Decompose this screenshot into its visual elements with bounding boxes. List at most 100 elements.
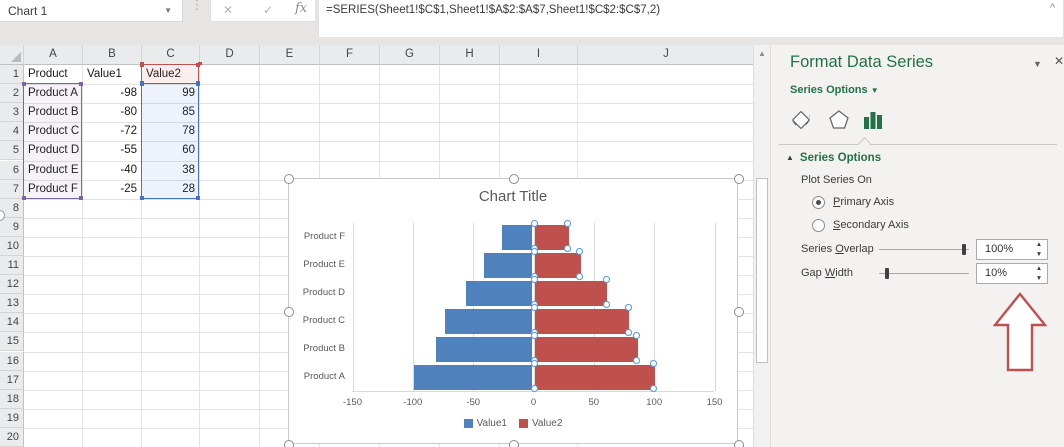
- data-point-handle[interactable]: [633, 357, 641, 364]
- cell[interactable]: Value2: [146, 68, 181, 80]
- cell[interactable]: Product B: [28, 106, 79, 119]
- fill-handle[interactable]: [79, 82, 83, 87]
- formula-bar-drag-handle[interactable]: ⋮: [190, 0, 204, 12]
- row-header-2[interactable]: 2: [0, 84, 24, 104]
- column-header-C[interactable]: C: [142, 45, 200, 65]
- data-point-handle[interactable]: [530, 304, 538, 311]
- spin-up-icon[interactable]: ▲: [1035, 265, 1043, 272]
- fill-handle[interactable]: [140, 82, 144, 87]
- series-overlap-slider[interactable]: [879, 249, 969, 250]
- row-header-4[interactable]: 4: [0, 122, 24, 142]
- row-header-18[interactable]: 18: [0, 389, 24, 409]
- cell[interactable]: -80: [120, 106, 137, 119]
- cell[interactable]: Product: [28, 68, 68, 80]
- collapse-formula-bar-icon[interactable]: ^: [1049, 2, 1055, 14]
- column-header-F[interactable]: F: [320, 45, 380, 65]
- cell[interactable]: Product A: [28, 87, 78, 100]
- row-header-11[interactable]: 11: [0, 256, 24, 276]
- cancel-icon[interactable]: ✕: [223, 3, 234, 17]
- scrollbar-thumb[interactable]: [756, 178, 768, 363]
- series-options-section-header[interactable]: ▲ Series Options: [786, 152, 882, 164]
- cell[interactable]: 38: [182, 163, 195, 176]
- cell[interactable]: -72: [120, 125, 137, 138]
- data-point-handle[interactable]: [564, 245, 572, 252]
- bar-value1-Product C[interactable]: [445, 308, 532, 334]
- data-point-handle[interactable]: [633, 332, 641, 339]
- row-header-19[interactable]: 19: [0, 408, 24, 428]
- fill-handle[interactable]: [22, 82, 26, 87]
- chart-legend[interactable]: Value1 Value2: [289, 418, 737, 429]
- legend-item-value1[interactable]: Value1: [463, 418, 507, 429]
- fill-handle[interactable]: [140, 195, 144, 200]
- row-header-7[interactable]: 7: [0, 179, 24, 199]
- row-header-12[interactable]: 12: [0, 275, 24, 295]
- cell[interactable]: 99: [182, 87, 195, 100]
- data-point-handle[interactable]: [530, 332, 538, 339]
- values-range-C2-C7[interactable]: [140, 82, 200, 200]
- fill-handle[interactable]: [79, 195, 83, 200]
- vertical-scrollbar[interactable]: ▲: [753, 45, 770, 447]
- row-header-10[interactable]: 10: [0, 236, 24, 256]
- row-header-9[interactable]: 9: [0, 217, 24, 237]
- bar-value1-Product E[interactable]: [483, 252, 532, 278]
- data-point-handle[interactable]: [530, 220, 538, 227]
- column-header-E[interactable]: E: [260, 45, 320, 65]
- name-box-dropdown-icon[interactable]: ▼: [164, 6, 172, 15]
- data-point-handle[interactable]: [530, 248, 538, 255]
- data-point-handle[interactable]: [576, 248, 584, 255]
- series-overlap-value[interactable]: 100%: [985, 243, 1014, 255]
- spin-up-icon[interactable]: ▲: [1035, 241, 1043, 248]
- data-point-handle[interactable]: [530, 385, 538, 392]
- data-point-handle[interactable]: [602, 276, 610, 283]
- pane-dropdown-icon[interactable]: ▼: [1033, 59, 1042, 69]
- formula-bar[interactable]: =SERIES(Sheet1!$C$1,Sheet1!$A$2:$A$7,She…: [318, 0, 1064, 38]
- bar-value2-Product C[interactable]: [535, 308, 630, 334]
- spin-down-icon[interactable]: ▼: [1035, 250, 1043, 258]
- fill-line-tab-icon[interactable]: [790, 107, 816, 133]
- column-header-G[interactable]: G: [380, 45, 440, 65]
- cell[interactable]: Product E: [28, 163, 79, 176]
- row-header-14[interactable]: 14: [0, 313, 24, 333]
- bar-value2-Product A[interactable]: [535, 364, 655, 390]
- cell[interactable]: 85: [182, 106, 195, 119]
- row-header-5[interactable]: 5: [0, 141, 24, 161]
- fill-handle[interactable]: [196, 82, 200, 87]
- cell[interactable]: -55: [120, 144, 137, 157]
- chart-object[interactable]: Chart Title Value1 Value2 -150 -100 -50 0 50 1…: [283, 173, 744, 447]
- gap-width-slider-thumb[interactable]: [885, 268, 890, 279]
- row-header-16[interactable]: 16: [0, 351, 24, 371]
- column-header-H[interactable]: H: [440, 45, 500, 65]
- categories-range-A2-A7[interactable]: [22, 82, 83, 200]
- column-header-J[interactable]: J: [578, 45, 755, 65]
- gap-width-value[interactable]: 10%: [985, 267, 1008, 279]
- bar-value1-Product A[interactable]: [413, 364, 532, 390]
- series-options-menu[interactable]: Series Options ▼: [790, 84, 879, 96]
- bar-value2-Product B[interactable]: [535, 336, 638, 362]
- formula-text[interactable]: =SERIES(Sheet1!$C$1,Sheet1!$A$2:$A$7,She…: [326, 4, 661, 16]
- chart-resize-handle[interactable]: [508, 173, 519, 184]
- data-point-handle[interactable]: [576, 273, 584, 280]
- column-header-I[interactable]: I: [500, 45, 578, 65]
- chart-title[interactable]: Chart Title: [478, 188, 548, 205]
- primary-axis-radio[interactable]: [812, 196, 825, 209]
- chart-resize-handle[interactable]: [283, 439, 294, 447]
- bar-value2-Product D[interactable]: [535, 280, 608, 306]
- cell[interactable]: Product D: [28, 144, 80, 157]
- data-point-handle[interactable]: [530, 360, 538, 367]
- chart-resize-handle[interactable]: [733, 306, 744, 317]
- row-header-15[interactable]: 15: [0, 332, 24, 352]
- row-header-13[interactable]: 13: [0, 294, 24, 314]
- scroll-up-icon[interactable]: ▲: [758, 49, 766, 58]
- legend-item-value2[interactable]: Value2: [519, 418, 562, 429]
- chart-resize-handle[interactable]: [283, 306, 294, 317]
- row-header-17[interactable]: 17: [0, 370, 24, 390]
- select-all-corner[interactable]: [0, 45, 24, 65]
- data-point-handle[interactable]: [624, 329, 632, 336]
- data-point-handle[interactable]: [650, 385, 657, 392]
- secondary-axis-radio[interactable]: [812, 219, 825, 232]
- chart-resize-handle[interactable]: [733, 439, 744, 447]
- data-point-handle[interactable]: [530, 276, 538, 283]
- cell[interactable]: Value1: [87, 68, 122, 80]
- series-options-tab-icon[interactable]: [860, 107, 886, 133]
- bar-value2-Product F[interactable]: [535, 224, 569, 250]
